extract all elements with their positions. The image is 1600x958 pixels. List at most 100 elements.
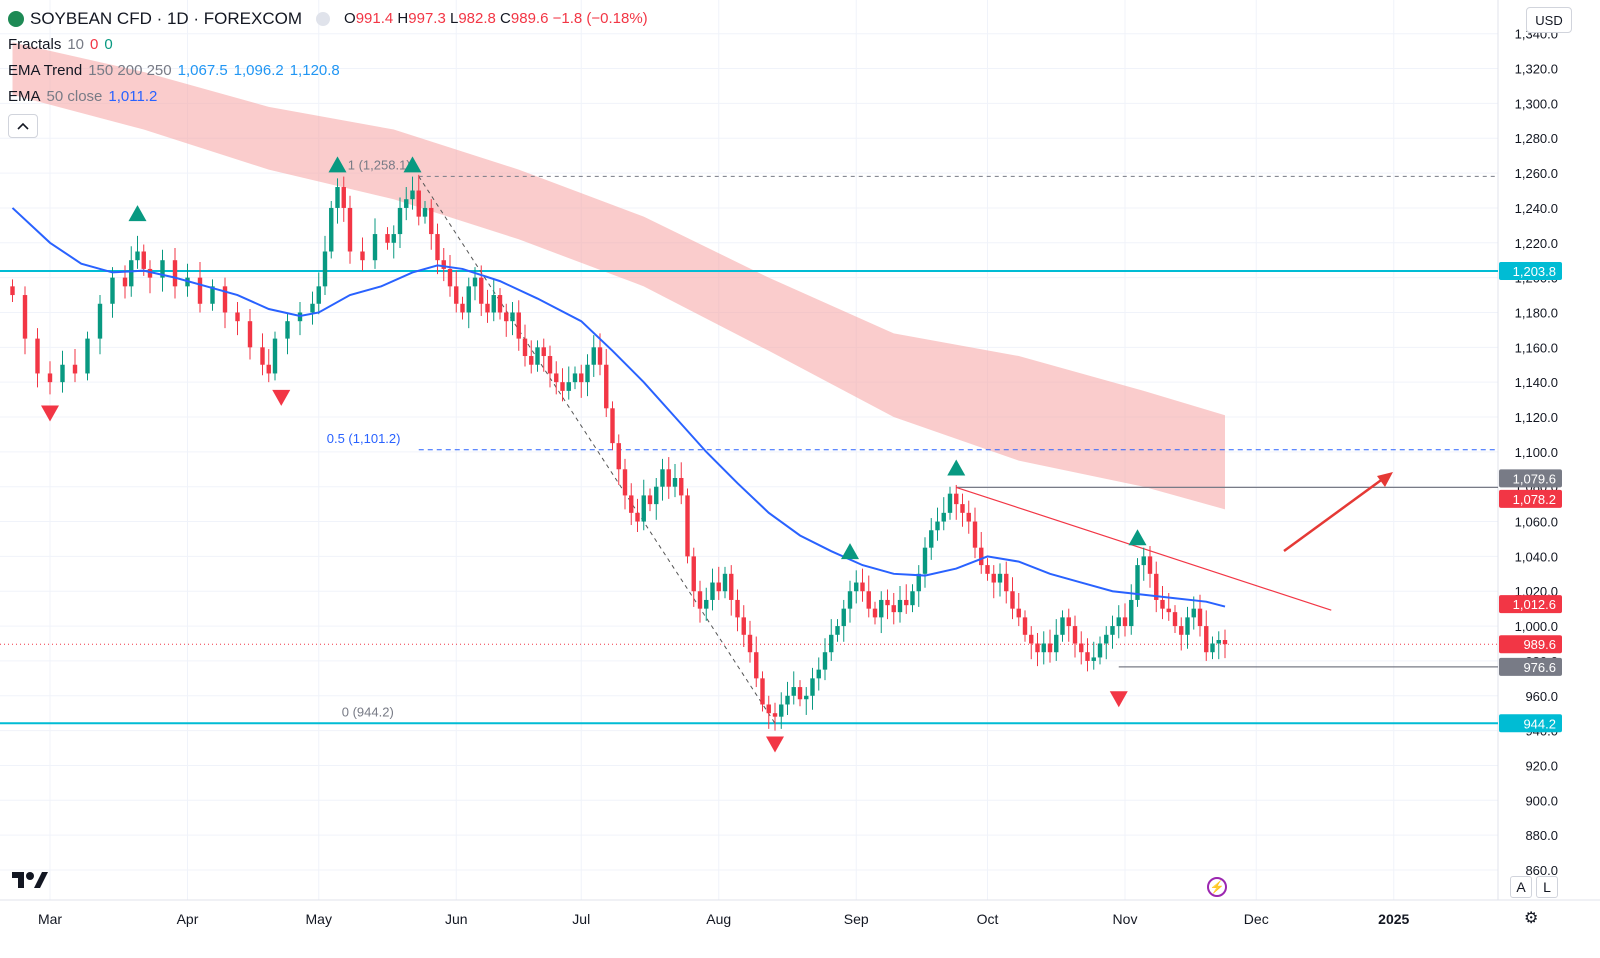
bullish-arrow-line [1283,476,1385,553]
candle-body [879,599,884,618]
candle-body [72,364,78,374]
candle-body [504,312,509,322]
candle-body [866,591,871,609]
candle-body [1116,617,1121,627]
candle-body [404,199,409,208]
candle-body [591,347,596,365]
candle-body [529,356,534,365]
candle-body [541,347,546,357]
candle-body [891,605,896,613]
candle-body [1072,626,1078,644]
fractal-down-marker [41,405,59,422]
candle-body [904,599,909,606]
candle-body [847,591,853,609]
y-tick-label: 960.0 [1525,689,1558,704]
candle-body [566,382,571,391]
candle-body [760,678,765,705]
log-scale-button[interactable]: L [1536,876,1558,898]
candle-body [85,338,90,374]
candle-body [791,687,796,696]
candle-body [235,312,240,322]
symbol-title[interactable]: SOYBEAN CFD · 1D · FOREXCOM [30,9,303,28]
candle-body [597,347,603,365]
candle-body [210,286,215,304]
price-axis-label-text: 1,079.6 [1513,471,1556,486]
chevron-up-icon [17,122,29,130]
candle-body [922,547,928,574]
candle-body [1166,608,1171,613]
candle-body [710,582,715,600]
candle-body [410,190,415,200]
candle-body [666,469,671,487]
candle-body [822,652,828,670]
candle-body [1110,626,1115,635]
indicator-fractals[interactable]: Fractals 10 0 0 [8,36,113,53]
candle-body [316,286,321,304]
fib-level-label: 1 (1,258.1) [348,157,411,172]
candle-body [1160,599,1165,609]
x-tick-label: Nov [1113,911,1138,927]
candle-body [172,260,178,287]
candle-body [635,512,640,522]
auto-scale-button[interactable]: A [1510,876,1532,898]
candle-body [1104,634,1109,644]
candle-body [491,295,496,313]
price-axis-label-text: 1,012.6 [1513,597,1556,612]
candle-body [910,591,915,606]
candle-body [997,573,1003,583]
candle-body [1135,565,1140,600]
candle-body [960,504,965,513]
candle-body [585,364,590,383]
ohlc-values: O991.4 H997.3 L982.8 C989.6 −1.8 (−0.18%… [344,10,648,27]
candle-body [341,187,346,208]
collapse-legend-button[interactable] [8,114,38,138]
candle-body [654,486,659,505]
y-tick-label: 1,040.0 [1515,549,1558,564]
candle-body [1060,617,1065,635]
alert-lightning-icon[interactable]: ⚡ [1207,877,1227,897]
candle-body [685,495,690,557]
candle-body [816,669,821,679]
candle-body [247,321,253,348]
legend-toggle-icon[interactable] [316,12,331,26]
candle-body [1054,634,1059,653]
candle-body [810,678,815,696]
fractal-down-marker [272,389,291,406]
fib-level-label: 0 (944.2) [342,704,394,719]
candle-body [935,521,940,531]
tradingview-logo-icon[interactable] [12,870,48,896]
ema-trend-band [12,42,1225,510]
symbol-logo-icon [8,11,24,27]
candle-body [441,260,446,269]
x-tick-label: Apr [177,911,199,927]
x-tick-label: May [306,911,332,927]
candle-body [947,493,953,513]
candle-body [916,573,921,592]
candle-body [772,713,778,717]
candle-body [560,382,565,391]
price-axis-label-text: 976.6 [1523,660,1556,675]
y-tick-label: 1,220.0 [1515,236,1558,251]
indicator-ema50[interactable]: EMA 50 close 1,011.2 [8,88,158,105]
candle-body [466,286,471,313]
candle-body [854,582,859,592]
fractal-up-marker [841,543,859,560]
candle-body [860,582,865,592]
candle-body [1041,643,1046,653]
candle-body [1154,573,1159,600]
indicator-ema-trend[interactable]: EMA Trend 150 200 250 1,067.5 1,096.2 1,… [8,62,340,79]
candle-body [1141,556,1146,566]
candle-body [1129,599,1134,627]
candle-body [1122,617,1128,627]
candle-body [329,207,334,252]
currency-button[interactable]: USD [1526,7,1572,33]
candle-body [10,286,15,296]
x-tick-label: Sep [844,911,869,927]
y-tick-label: 920.0 [1525,758,1558,773]
x-tick-label: 2025 [1378,911,1409,927]
price-axis-label-text: 1,078.2 [1513,492,1556,507]
candle-body [47,373,53,383]
candle-body [1197,608,1203,627]
gear-icon[interactable]: ⚙ [1524,910,1539,927]
